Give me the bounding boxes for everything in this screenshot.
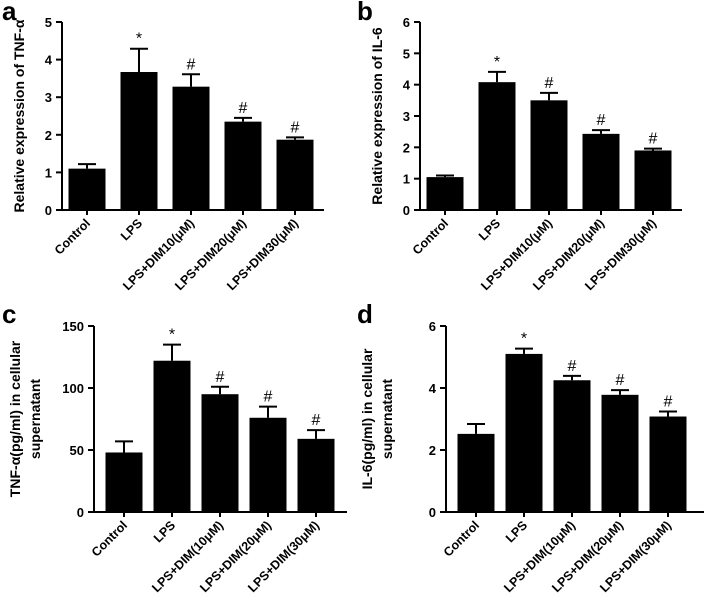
significance-star: * xyxy=(136,31,142,48)
bar xyxy=(249,417,287,512)
y-tick-label: 2 xyxy=(45,128,52,143)
y-axis-label: supernatant xyxy=(27,379,43,459)
bar xyxy=(634,150,672,210)
x-category-label: LPS xyxy=(503,518,530,545)
significance-star: * xyxy=(169,327,175,344)
significance-hash: # xyxy=(239,100,248,117)
panel-a: a 0 1 2 3 4 5 Relative expression of TNF-α Contr… xyxy=(2,0,324,293)
bar xyxy=(68,168,106,210)
significance-hash: # xyxy=(291,119,300,136)
y-tick-label: 1 xyxy=(403,172,410,187)
x-category-label: LPS xyxy=(118,216,145,243)
y-axis-label: TNF-α(pg/ml) in cellular xyxy=(7,340,23,497)
significance-star: * xyxy=(521,331,527,348)
significance-hash: # xyxy=(616,372,625,389)
y-tick-label: 4 xyxy=(403,78,411,93)
y-tick-label: 4 xyxy=(45,53,53,68)
y-tick-label: 0 xyxy=(429,505,436,520)
significance-hash: # xyxy=(187,56,196,73)
y-tick-label: 0 xyxy=(403,203,410,218)
bar xyxy=(120,72,158,211)
bar xyxy=(530,100,568,210)
bar xyxy=(297,438,335,512)
x-category-label: Control xyxy=(410,216,451,257)
y-axis-label: IL-6(pg/ml) in cellular xyxy=(359,348,375,489)
bar xyxy=(224,121,262,210)
bar xyxy=(276,139,314,210)
x-category-label: Control xyxy=(52,216,93,257)
x-category-label: Control xyxy=(89,518,130,559)
bar xyxy=(426,177,464,210)
significance-hash: # xyxy=(545,75,554,92)
significance-hash: # xyxy=(264,389,273,406)
y-tick-label: 5 xyxy=(403,46,410,61)
bar xyxy=(601,394,639,512)
y-tick-label: 1 xyxy=(45,165,52,180)
panel-d: d 0 2 4 6 IL-6(pg/ml) in cellular supernatant C… xyxy=(357,299,704,595)
bar xyxy=(172,86,210,210)
y-tick-label: 6 xyxy=(403,15,410,30)
bar xyxy=(153,360,191,512)
panel-letter: d xyxy=(357,299,373,329)
y-axis-label: Relative expression of TNF-α xyxy=(11,19,27,212)
y-tick-label: 5 xyxy=(45,15,52,30)
y-axis-label: Relative expression of IL-6 xyxy=(369,27,385,205)
panel-letter: c xyxy=(2,299,16,329)
y-tick-label: 3 xyxy=(403,109,410,124)
bar xyxy=(505,353,543,512)
significance-hash: # xyxy=(649,131,658,148)
y-tick-label: 100 xyxy=(62,381,84,396)
significance-hash: # xyxy=(216,369,225,386)
significance-hash: # xyxy=(568,358,577,375)
panel-c: c 0 50 100 150 TNF-α(pg/ml) in cellular supern… xyxy=(2,299,347,595)
y-tick-label: 3 xyxy=(45,90,52,105)
significance-hash: # xyxy=(597,112,606,129)
significance-hash: # xyxy=(664,394,673,411)
bar xyxy=(553,380,591,512)
y-axis-label: supernatant xyxy=(379,379,395,459)
bar xyxy=(478,82,516,210)
bar xyxy=(105,452,143,512)
y-tick-label: 0 xyxy=(45,203,52,218)
significance-star: * xyxy=(494,54,500,71)
x-category-label: LPS xyxy=(476,216,503,243)
bar xyxy=(457,433,495,512)
y-tick-label: 50 xyxy=(70,443,84,458)
panel-b: b 0 1 2 3 4 5 6 Relative expression of IL-6 Contr… xyxy=(357,0,682,293)
y-tick-label: 6 xyxy=(429,319,436,334)
y-tick-label: 2 xyxy=(429,443,436,458)
panel-letter: b xyxy=(357,0,373,26)
y-tick-label: 150 xyxy=(62,319,84,334)
bar xyxy=(582,133,620,210)
significance-hash: # xyxy=(312,412,321,429)
bar xyxy=(201,394,239,512)
panel-letter: a xyxy=(2,0,17,26)
y-tick-label: 0 xyxy=(77,505,84,520)
bar xyxy=(649,416,687,512)
y-tick-label: 2 xyxy=(403,140,410,155)
x-category-label: Control xyxy=(441,518,482,559)
x-category-label: LPS xyxy=(151,518,178,545)
y-tick-label: 4 xyxy=(429,381,437,396)
